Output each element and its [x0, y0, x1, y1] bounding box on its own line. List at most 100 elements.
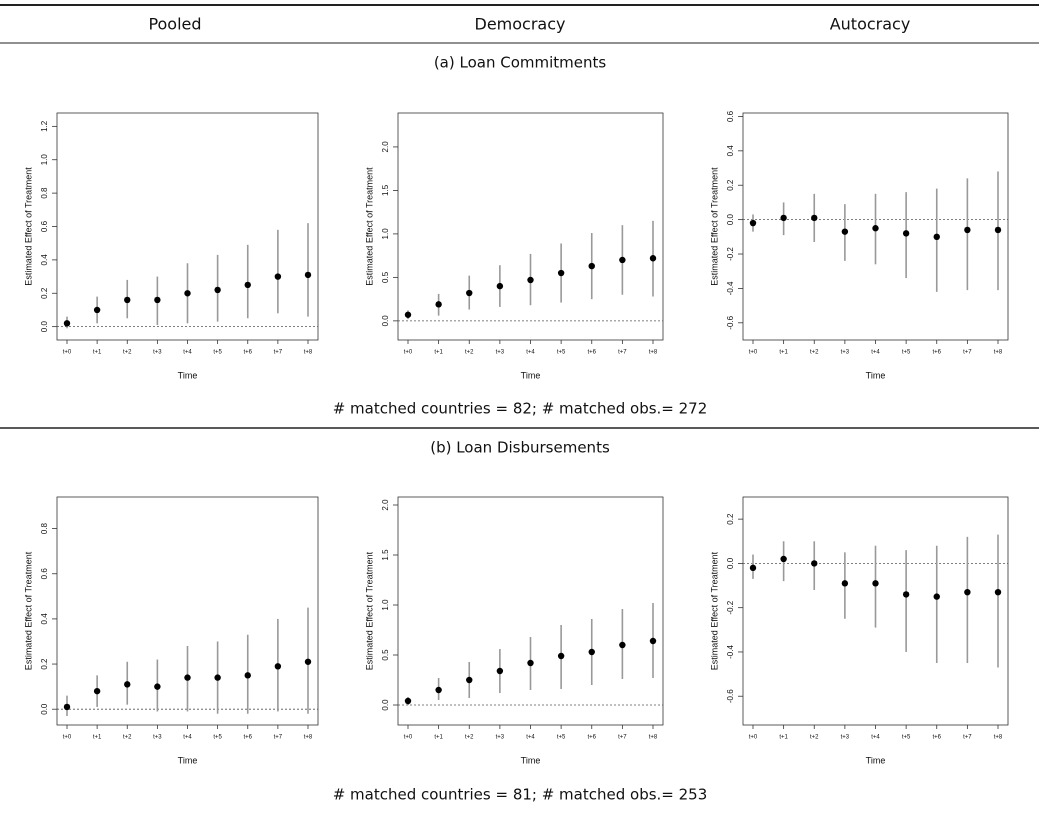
x-tick-label: t+8 — [304, 350, 313, 356]
point-estimate — [994, 226, 1002, 234]
y-tick-label: -0.4 — [726, 645, 735, 659]
x-tick-label: t+4 — [871, 350, 880, 356]
y-tick-label: 0.5 — [381, 649, 390, 661]
x-axis-label: Time — [178, 755, 198, 765]
x-tick-label: t+8 — [649, 735, 658, 741]
x-tick-label: t+3 — [496, 735, 505, 741]
point-estimate — [93, 306, 101, 314]
y-tick-label: 1.0 — [381, 228, 390, 240]
point-estimate — [902, 230, 910, 237]
x-tick-label: t+7 — [274, 350, 283, 356]
y-tick-label: -0.6 — [726, 315, 735, 329]
x-tick-label: t+1 — [434, 350, 443, 356]
x-tick-label: t+1 — [779, 735, 788, 741]
y-tick-label: 0.2 — [40, 658, 49, 670]
x-tick-label: t+0 — [749, 735, 758, 741]
point-estimate — [63, 703, 71, 711]
point-estimate — [749, 219, 757, 227]
x-tick-label: t+5 — [213, 735, 222, 741]
point-estimate — [244, 281, 251, 289]
point-estimate — [184, 674, 191, 681]
point-estimate — [933, 593, 940, 600]
point-estimate — [780, 214, 787, 222]
y-tick-label: 0.5 — [381, 271, 390, 283]
y-axis-label: Estimated Effect of Treatment — [23, 167, 33, 286]
x-tick-label: t+0 — [63, 735, 72, 741]
point-estimate — [619, 641, 626, 649]
column-header: Democracy — [475, 15, 566, 34]
x-tick-label: t+2 — [123, 350, 132, 356]
x-tick-label: t+3 — [153, 735, 162, 741]
x-tick-label: t+6 — [587, 350, 596, 356]
x-tick-label: t+4 — [183, 350, 192, 356]
point-estimate — [124, 681, 131, 688]
y-tick-label: 0.6 — [40, 220, 49, 232]
point-estimate — [304, 271, 312, 279]
point-estimate — [496, 282, 504, 290]
x-tick-label: t+2 — [465, 735, 474, 741]
x-axis-label: Time — [866, 755, 886, 765]
point-estimate — [124, 296, 131, 304]
x-tick-label: t+5 — [902, 350, 911, 356]
panel-title: (a) Loan Commitments — [434, 54, 607, 72]
x-tick-label: t+4 — [183, 735, 192, 741]
point-estimate — [933, 233, 940, 241]
x-tick-label: t+1 — [434, 735, 443, 741]
x-tick-label: t+5 — [557, 350, 566, 356]
point-estimate — [902, 591, 910, 598]
x-tick-label: t+3 — [153, 350, 162, 356]
x-tick-label: t+5 — [213, 350, 222, 356]
point-estimate — [557, 652, 565, 660]
x-tick-label: t+1 — [93, 735, 102, 741]
point-estimate — [841, 228, 849, 235]
x-tick-label: t+7 — [963, 350, 972, 356]
x-tick-label: t+8 — [304, 735, 313, 741]
panel-title: (b) Loan Disbursements — [430, 439, 610, 457]
y-tick-label: 2.0 — [381, 141, 390, 153]
y-tick-label: -0.2 — [726, 600, 735, 614]
point-estimate — [588, 262, 595, 270]
x-tick-label: t+7 — [274, 735, 283, 741]
y-tick-label: -0.4 — [726, 281, 735, 295]
y-tick-label: 1.5 — [381, 549, 390, 561]
y-tick-label: 0.0 — [726, 214, 735, 226]
point-estimate — [964, 588, 971, 596]
x-tick-label: t+2 — [123, 735, 132, 741]
y-tick-label: 0.2 — [726, 513, 735, 525]
x-tick-label: t+5 — [557, 735, 566, 741]
column-header: Pooled — [148, 15, 201, 34]
point-estimate — [964, 226, 971, 234]
y-axis-label: Estimated Effect of Treatment — [364, 167, 374, 286]
x-tick-label: t+1 — [93, 350, 102, 356]
point-estimate — [466, 289, 473, 297]
x-axis-label: Time — [178, 370, 198, 380]
point-estimate — [649, 637, 657, 645]
point-estimate — [811, 560, 818, 567]
point-estimate — [244, 672, 251, 679]
y-tick-label: 0.0 — [381, 699, 390, 711]
x-tick-label: t+3 — [841, 350, 850, 356]
x-tick-label: t+4 — [526, 735, 535, 741]
x-tick-label: t+1 — [779, 350, 788, 356]
x-tick-label: t+8 — [649, 350, 658, 356]
y-tick-label: 0.4 — [726, 145, 735, 157]
y-tick-label: -0.6 — [726, 689, 735, 703]
point-estimate — [872, 580, 879, 587]
point-estimate — [214, 286, 221, 294]
point-estimate — [404, 311, 412, 318]
y-tick-label: 0.0 — [40, 703, 49, 715]
point-estimate — [274, 273, 282, 280]
y-tick-label: 0.8 — [40, 522, 49, 534]
x-tick-label: t+8 — [994, 735, 1003, 741]
y-tick-label: 0.6 — [40, 568, 49, 580]
y-axis-label: Estimated Effect of Treatment — [709, 551, 719, 670]
point-estimate — [749, 564, 757, 572]
point-estimate — [214, 674, 221, 681]
y-tick-label: 1.5 — [381, 184, 390, 196]
y-tick-label: 1.2 — [40, 120, 49, 132]
x-axis-label: Time — [521, 755, 541, 765]
x-tick-label: t+4 — [526, 350, 535, 356]
point-estimate — [63, 320, 71, 327]
panel-note: # matched countries = 82; # matched obs.… — [333, 400, 708, 418]
point-estimate — [404, 697, 412, 705]
